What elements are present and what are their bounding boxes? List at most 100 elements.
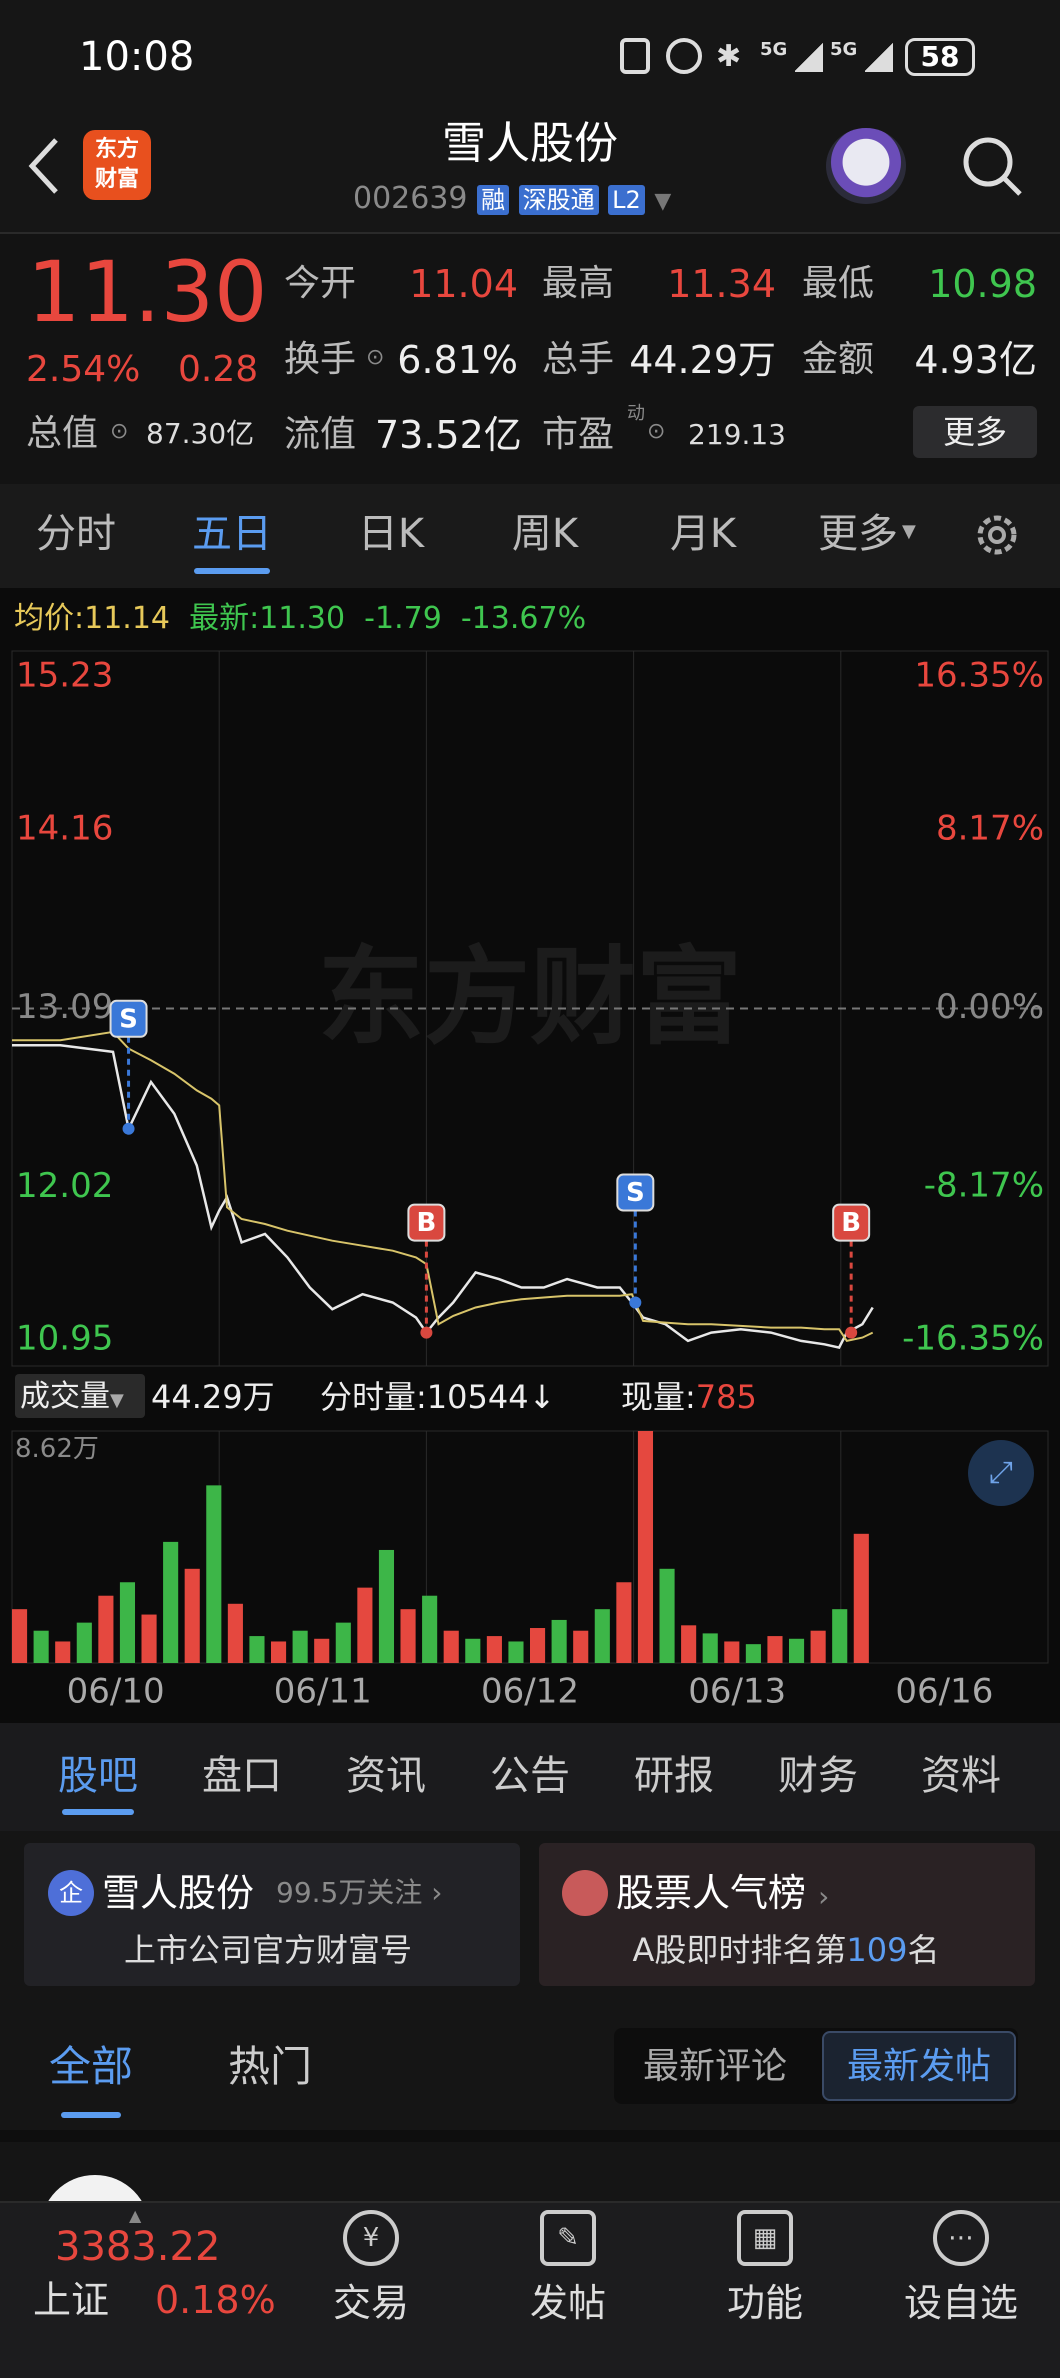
marker-label: B <box>416 1208 436 1238</box>
nav-icon[interactable] <box>933 2210 989 2266</box>
volume-bar <box>594 1609 610 1663</box>
volume-bar <box>335 1622 351 1663</box>
feed-tab[interactable]: 全部 <box>48 2042 134 2091</box>
company-card[interactable] <box>24 1843 520 1986</box>
field-label: 总值 <box>26 413 99 454</box>
index-value[interactable]: 3383.22 <box>55 2224 221 2270</box>
volume-bar <box>271 1641 287 1663</box>
marker-point <box>122 1122 135 1135</box>
feed-tab[interactable]: 热门 <box>227 2042 313 2091</box>
marker-box <box>407 1203 446 1242</box>
selector-text[interactable]: 成交量 <box>20 1379 110 1414</box>
nav-icon[interactable] <box>737 2210 793 2266</box>
section-tab[interactable]: 资讯 <box>346 1753 426 1799</box>
status-time: 10:08 <box>79 34 195 80</box>
volume-selector-label[interactable]: 成交量▼ <box>20 1379 124 1414</box>
nav-label[interactable]: 发帖 <box>529 2281 607 2325</box>
field-value: 219.13 <box>688 418 786 451</box>
signal-icon <box>865 42 893 72</box>
volume-bar <box>76 1622 92 1663</box>
period-tab[interactable]: 月K <box>669 511 737 557</box>
expand-icon[interactable]: ⤢ <box>989 1455 1013 1490</box>
info-icon[interactable]: ⊙ <box>647 419 666 444</box>
code: 002639 <box>353 181 468 216</box>
section-tab[interactable]: 公告 <box>490 1753 570 1799</box>
section-tab[interactable]: 资料 <box>921 1753 1001 1799</box>
field-value: 11.04 <box>409 262 518 306</box>
divider <box>0 2130 1060 2142</box>
search-button[interactable] <box>958 132 1028 202</box>
back-button[interactable] <box>24 136 64 196</box>
marker-box <box>109 999 148 1038</box>
y2-tick-label: 0.00% <box>936 987 1044 1027</box>
y-tick-label: 12.02 <box>16 1166 113 1206</box>
tag: 深股通 <box>518 185 599 215</box>
more-label[interactable]: 更多 <box>942 413 1008 451</box>
index-name[interactable]: 上证 <box>33 2278 110 2322</box>
x-tick-label: 06/11 <box>274 1672 372 1712</box>
period-tab[interactable]: 更多 <box>818 511 898 557</box>
field-label: 总手 <box>542 339 615 380</box>
section-tab[interactable]: 研报 <box>634 1753 714 1799</box>
volume-selector[interactable] <box>15 1374 145 1418</box>
sort-button[interactable]: 最新发帖 <box>846 2046 992 2087</box>
volume-bar <box>810 1630 826 1663</box>
avg-label: 均价: <box>14 601 85 636</box>
tag: L2 <box>608 185 645 215</box>
period-tab[interactable]: 周K <box>511 511 579 557</box>
nav-icon[interactable] <box>540 2210 596 2266</box>
field-value: 87.30亿 <box>146 417 255 450</box>
volume-bar <box>292 1630 308 1663</box>
expand-button[interactable] <box>968 1440 1034 1506</box>
nav-icon-glyph[interactable]: ✎ <box>557 2223 579 2253</box>
nav-label[interactable]: 设自选 <box>903 2281 1019 2325</box>
y2-tick-label: -16.35% <box>902 1319 1044 1359</box>
nav-label[interactable]: 交易 <box>332 2281 410 2325</box>
volume-bar <box>465 1638 481 1663</box>
change-pct: 2.54% <box>26 349 141 390</box>
nav-icon-glyph[interactable]: ¥ <box>362 2223 380 2253</box>
battery-level: 58 <box>920 40 960 73</box>
nav-label[interactable]: 功能 <box>726 2281 804 2325</box>
volume-bar <box>789 1638 805 1663</box>
value: 785 <box>695 1378 757 1416</box>
series-line <box>12 1030 874 1343</box>
index-change[interactable]: 0.18% <box>155 2278 276 2322</box>
y-tick-label: 14.16 <box>16 808 113 848</box>
field-value: 44.29万 <box>629 338 776 382</box>
more-button[interactable] <box>913 406 1037 458</box>
settings-button[interactable] <box>970 508 1024 562</box>
x-tick-label: 06/16 <box>895 1672 993 1712</box>
section-tab[interactable]: 财务 <box>778 1753 858 1799</box>
volume-bar <box>443 1630 459 1663</box>
field-value: 6.81% <box>397 338 518 382</box>
dropdown-arrow[interactable]: ▼ <box>654 189 672 214</box>
nav-icon-glyph[interactable]: ⋯ <box>948 2223 974 2253</box>
info-icon[interactable]: ⊙ <box>366 345 385 370</box>
ranking-card[interactable] <box>539 1843 1035 1986</box>
sort-highlight[interactable] <box>822 2031 1016 2101</box>
marker-box <box>616 1173 655 1212</box>
period-tab[interactable]: 分时 <box>36 511 116 557</box>
period-tab[interactable]: 五日 <box>192 511 272 557</box>
alarm-icon <box>666 38 702 74</box>
section-tab[interactable]: 股吧 <box>58 1753 138 1799</box>
info-icon[interactable]: ⊙ <box>110 419 129 444</box>
expand-arrow[interactable]: ▲ <box>129 2206 142 2225</box>
change-value: -1.79 <box>364 601 442 636</box>
badge-circle <box>48 1870 94 1916</box>
period-tab[interactable]: 日K <box>357 511 425 557</box>
nav-icon-glyph[interactable]: ▦ <box>752 2223 778 2253</box>
section-tab[interactable]: 盘口 <box>202 1753 282 1799</box>
chart-info: 均价:11.14 最新:11.30 -1.79 -13.67% <box>14 604 586 634</box>
field-label: 换手 <box>284 339 357 380</box>
assistant-avatar[interactable] <box>826 128 906 204</box>
tick-volume: 分时量:10544↓ <box>320 1378 556 1416</box>
x-tick-label: 06/13 <box>688 1672 786 1712</box>
change: 0.28 <box>178 349 259 390</box>
sort-button[interactable]: 最新评论 <box>642 2046 788 2087</box>
volume-bar <box>767 1636 783 1663</box>
volume-bar <box>98 1595 114 1663</box>
nav-icon[interactable] <box>343 2210 399 2266</box>
dropdown-arrow[interactable]: ▼ <box>902 521 916 542</box>
